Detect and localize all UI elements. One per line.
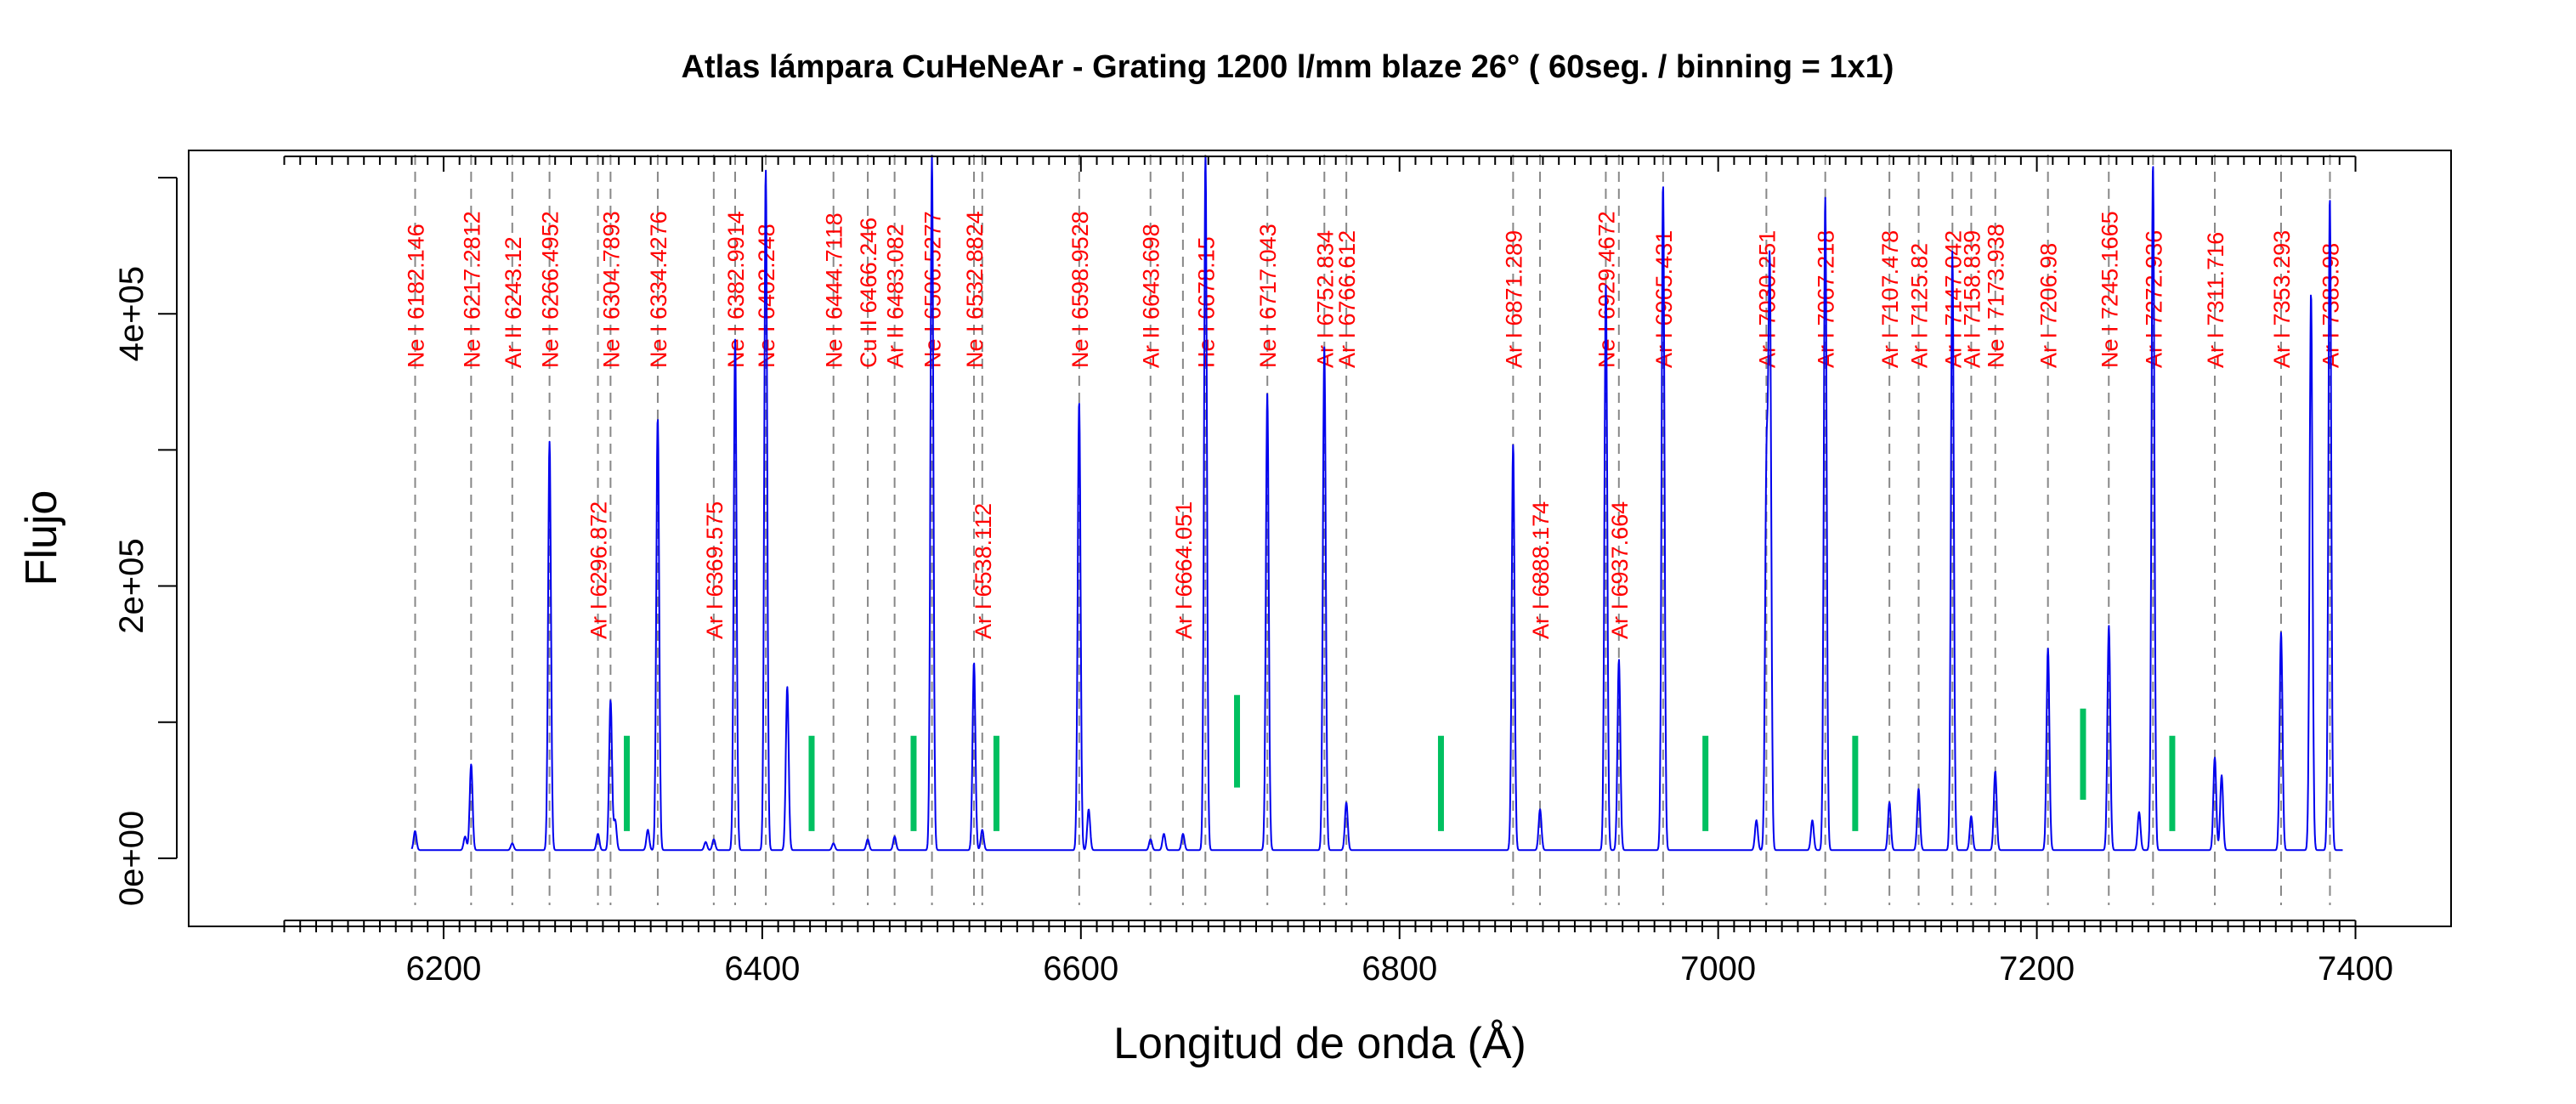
chart-title: Atlas lámpara CuHeNeAr - Grating 1200 l/… [682,49,1894,85]
line-id-label: Ar I 6538.112 [971,503,996,639]
line-id-label: Ar I 6752.834 [1312,230,1338,368]
x-tick-label: 7400 [2318,950,2393,988]
line-id-labels: Ne I 6182.146 Ne I 6217.2812 Ar II 6243.12… [403,211,2343,639]
line-id-label: Ar I 6369.575 [702,501,728,639]
line-id-label: Ar I 7030.251 [1754,230,1780,368]
y-axis-label: Flujo [17,490,66,586]
line-id-label: Ar I 7125.82 [1907,243,1933,368]
x-axis-label: Longitud de onda (Å) [1113,1019,1526,1068]
line-id-guides [414,155,2331,905]
y-tick-label: 0e+00 [113,811,150,906]
x-tick-label: 7200 [1999,950,2075,988]
line-id-label: Ar II 6643.698 [1139,224,1164,368]
x-tick-label: 6400 [724,950,800,988]
line-id-label: Ar I 6296.872 [586,501,612,639]
line-id-label: Cu II 6466.246 [856,218,881,368]
y-axis: 0e+00 2e+05 4e+05 [113,177,178,906]
line-id-label: Ar I 6871.289 [1501,230,1526,368]
line-id-label: Ar I 6766.612 [1334,230,1360,368]
line-id-label: Ne I 6598.9528 [1067,211,1093,368]
y-tick-label: 2e+05 [113,538,150,633]
line-id-label: Ne I 6304.7893 [598,211,624,368]
line-id-label: Ne I 6334.4276 [646,211,671,368]
green-markers [624,694,2176,831]
line-id-label: Ne I 7173.938 [1984,224,2009,368]
line-id-label: Ne I 6444.7118 [822,212,847,368]
line-id-label: Ne I 6266.4952 [538,211,563,368]
line-id-label: Ar I 7107.478 [1877,230,1903,368]
line-id-label: Ar I 7311.716 [2203,232,2228,368]
x-tick-label: 7000 [1680,950,1756,988]
line-id-label: Ne I 6532.8824 [962,211,988,368]
x-tick-label: 6800 [1362,950,1437,988]
spectrum-line [410,155,2344,852]
line-id-label: Ar I 7206.98 [2036,243,2062,368]
y-tick-label: 4e+05 [113,266,150,361]
x-tick-label: 6200 [405,950,481,988]
line-id-label: Ne I 6717.043 [1255,224,1281,368]
x-axis: 6200 6400 6600 6800 7000 7200 7400 [283,156,2393,988]
line-id-label: Ar I 6888.174 [1528,501,1554,639]
line-id-label: Ne I 6182.146 [403,224,428,368]
line-id-label: Ar II 6243.12 [501,236,526,368]
line-id-label: Ar II 6483.082 [883,224,909,368]
x-tick-label: 6600 [1043,950,1118,988]
line-id-label: Ne I 6217.2812 [459,211,484,368]
line-id-label: Ar I 6664.051 [1171,501,1197,639]
line-id-label: Ar I 6937.664 [1607,501,1633,639]
line-id-label: Ne I 7245.1665 [2097,211,2122,368]
spectrum-series [410,155,2344,852]
line-id-label: Ar I 7353.293 [2269,230,2295,368]
line-id-label: Ar I 7158.839 [1959,230,1984,368]
